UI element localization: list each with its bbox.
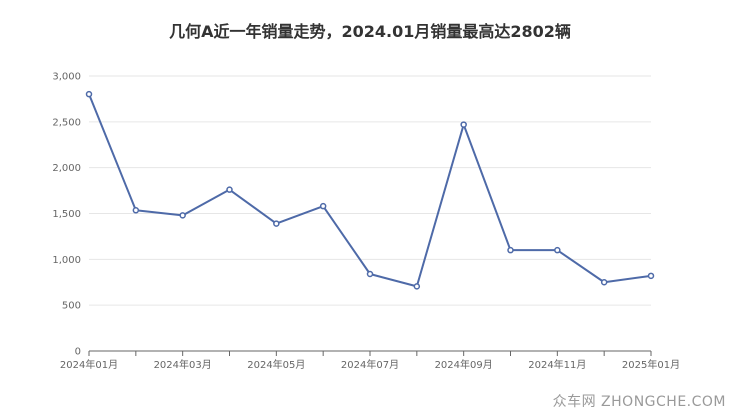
y-tick-label: 2,000	[52, 163, 81, 174]
data-point[interactable]	[273, 220, 280, 227]
x-axis-tick-labels: 2024年01月 2024年03月 2024年05月 2024年07月 2024年09月…	[60, 358, 680, 371]
data-point[interactable]	[85, 90, 93, 98]
y-axis-tick-labels: 0 500 1,000 1,500 2,000 2,500 3,000	[52, 72, 81, 358]
series-line	[88, 93, 652, 288]
grid-lines	[89, 75, 651, 306]
data-point[interactable]	[226, 186, 233, 193]
y-tick-label: 0	[75, 347, 81, 358]
watermark: 众车网 ZHONGCHE.COM	[552, 394, 726, 410]
data-point[interactable]	[507, 246, 514, 254]
data-point[interactable]	[413, 283, 421, 290]
data-point[interactable]	[132, 207, 140, 214]
y-tick-label: 500	[62, 301, 81, 312]
x-tick-label: 2024年07月	[341, 358, 399, 371]
data-point[interactable]	[460, 121, 467, 128]
data-point[interactable]	[366, 270, 374, 278]
data-point[interactable]	[319, 202, 327, 210]
y-tick-label: 1,500	[52, 209, 81, 220]
x-tick-label: 2025年01月	[622, 358, 680, 371]
x-tick-label: 2024年11月	[528, 358, 586, 371]
data-point[interactable]	[179, 212, 186, 219]
x-tick-label: 2024年03月	[154, 358, 212, 371]
data-point[interactable]	[600, 279, 608, 286]
data-series	[85, 90, 655, 290]
y-tick-label: 1,000	[52, 255, 81, 266]
y-tick-label: 2,500	[52, 117, 81, 128]
chart-title: 几何A近一年销量走势，2024.01月销量最高达2802辆	[169, 22, 571, 41]
x-tick-label: 2024年01月	[60, 358, 118, 371]
x-tick-label: 2024年05月	[247, 358, 305, 371]
data-point[interactable]	[554, 246, 561, 254]
x-tick-label: 2024年09月	[435, 358, 493, 371]
data-point[interactable]	[647, 272, 655, 280]
y-tick-label: 3,000	[52, 72, 81, 83]
axes	[88, 350, 652, 356]
